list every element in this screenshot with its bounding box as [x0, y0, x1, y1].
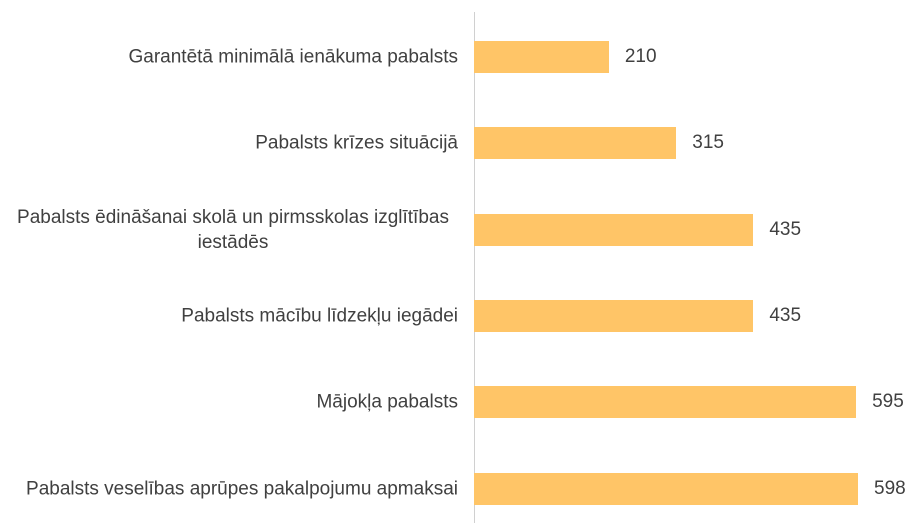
value-label: 595 [872, 391, 904, 413]
category-text: Pabalsts veselības aprūpes pakalpojumu a… [26, 478, 458, 499]
category-text: Pabalsts krīzes situācijā [255, 132, 458, 154]
category-label: Pabalsts mācību līdzekļu iegādei [8, 303, 458, 328]
category-text: Mājokļa pabalsts [316, 391, 458, 413]
category-label: Mājokļa pabalsts [8, 390, 458, 415]
value-label: 315 [692, 132, 724, 154]
bar [474, 472, 858, 505]
value-label: 210 [624, 46, 657, 67]
category-label: Garantētā minimālā ienākuma pabalsts [8, 45, 458, 70]
bar [474, 127, 677, 160]
category-text: Pabalsts mācību līdzekļu iegādei [181, 305, 458, 327]
category-label: Pabalsts krīzes situācijā [8, 131, 458, 156]
bar [474, 299, 754, 332]
bar [474, 213, 754, 246]
category-text: Pabalsts ēdināšanai skolā un pirmsskolas… [17, 206, 449, 253]
category-label: Pabalsts ēdināšanai skolā un pirmsskolas… [8, 205, 458, 255]
value-label: 435 [769, 218, 802, 240]
category-text: Garantētā minimālā ienākuma pabalsts [128, 46, 458, 68]
category-label: Pabalsts veselības aprūpes pakalpojumu a… [8, 476, 458, 501]
axis-line [474, 12, 475, 523]
bar [474, 41, 609, 73]
bar [474, 386, 857, 419]
value-label: 598 [874, 477, 906, 499]
value-label: 435 [769, 304, 802, 326]
